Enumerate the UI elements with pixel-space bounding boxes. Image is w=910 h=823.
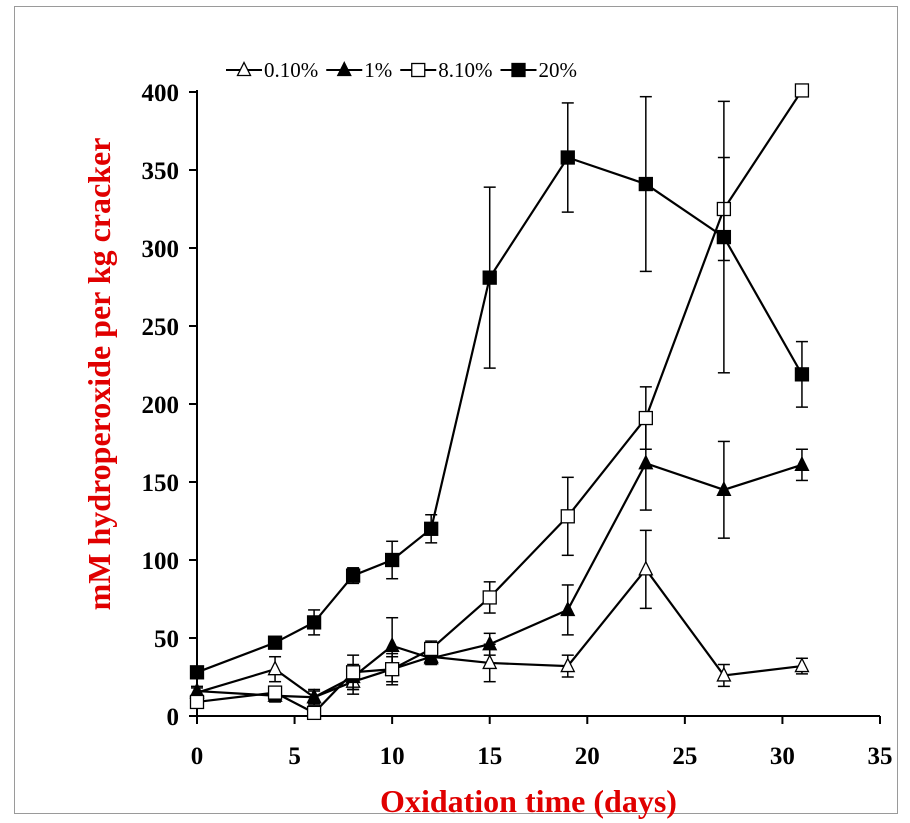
legend-marker — [236, 61, 252, 77]
y-tick-label: 350 — [142, 158, 180, 185]
data-point — [794, 83, 810, 98]
data-point — [482, 270, 497, 285]
data-point — [424, 521, 439, 536]
legend: 0.10% 1% 8.10% 20% — [226, 58, 577, 82]
data-point — [638, 176, 653, 192]
data-point — [560, 150, 575, 165]
chart-frame — [14, 6, 898, 814]
x-axis-label: Oxidation time (days) — [380, 783, 677, 819]
y-tick-label: 250 — [142, 314, 180, 341]
data-point — [306, 688, 322, 704]
y-tick-label: 150 — [142, 470, 180, 497]
data-point — [638, 410, 653, 426]
data-point — [716, 666, 732, 682]
y-tick-label: 50 — [154, 626, 179, 653]
series-line — [196, 461, 803, 699]
data-point — [306, 615, 322, 630]
legend-marker — [336, 61, 352, 77]
x-tick-label: 30 — [770, 743, 795, 770]
series-20% — [189, 95, 810, 680]
data-point — [482, 654, 498, 670]
x-tick-label: 20 — [575, 743, 600, 770]
x-tick-label: 25 — [672, 743, 697, 770]
data-point — [189, 682, 205, 698]
data-point — [716, 229, 732, 245]
data-point — [384, 636, 400, 652]
legend-item: 20% — [500, 58, 578, 82]
x-tick-label: 10 — [380, 743, 405, 770]
data-point — [638, 560, 654, 576]
data-point — [267, 660, 283, 676]
data-point — [384, 662, 400, 677]
legend-label: 1% — [364, 58, 392, 82]
data-point — [482, 635, 498, 651]
y-tick-label: 100 — [142, 548, 180, 575]
series-0.10% — [189, 529, 810, 705]
data-point — [384, 552, 400, 568]
data-point — [716, 480, 732, 496]
legend-item: 0.10% — [226, 58, 318, 82]
plot-area — [189, 83, 810, 721]
y-tick-label: 400 — [142, 80, 180, 107]
series-line — [196, 156, 803, 674]
y-tick-label: 200 — [142, 392, 180, 419]
x-tick-label: 15 — [477, 743, 502, 770]
legend-label: 0.10% — [264, 58, 318, 82]
data-point — [482, 590, 497, 605]
data-point — [267, 635, 283, 650]
y-tick-label: 300 — [142, 236, 180, 263]
data-point — [638, 454, 654, 470]
legend-marker — [411, 62, 426, 78]
data-point — [794, 367, 810, 382]
data-point — [267, 685, 283, 700]
series-line — [196, 89, 803, 715]
x-tick-label: 35 — [868, 743, 893, 770]
x-tick-label: 5 — [288, 743, 301, 770]
x-tick-label: 0 — [191, 743, 204, 770]
data-point — [189, 665, 205, 680]
legend-marker — [511, 62, 526, 78]
data-point — [560, 509, 575, 524]
data-point — [560, 657, 576, 673]
data-point — [794, 657, 810, 673]
legend-label: 20% — [539, 58, 578, 82]
data-point — [424, 641, 439, 657]
y-tick-label: 0 — [167, 704, 180, 731]
y-axis-label: mM hydroperoxide per kg cracker — [81, 138, 117, 611]
data-point — [794, 455, 810, 471]
data-point — [560, 600, 576, 617]
data-point — [189, 694, 205, 710]
series-1% — [189, 415, 810, 706]
legend-item: 1% — [326, 58, 392, 82]
data-point — [306, 705, 322, 721]
axes — [189, 90, 881, 724]
data-point — [345, 665, 361, 680]
legend-label: 8.10% — [438, 58, 492, 82]
series-8.10% — [189, 83, 810, 721]
legend-item: 8.10% — [400, 58, 493, 82]
data-point — [345, 568, 361, 583]
